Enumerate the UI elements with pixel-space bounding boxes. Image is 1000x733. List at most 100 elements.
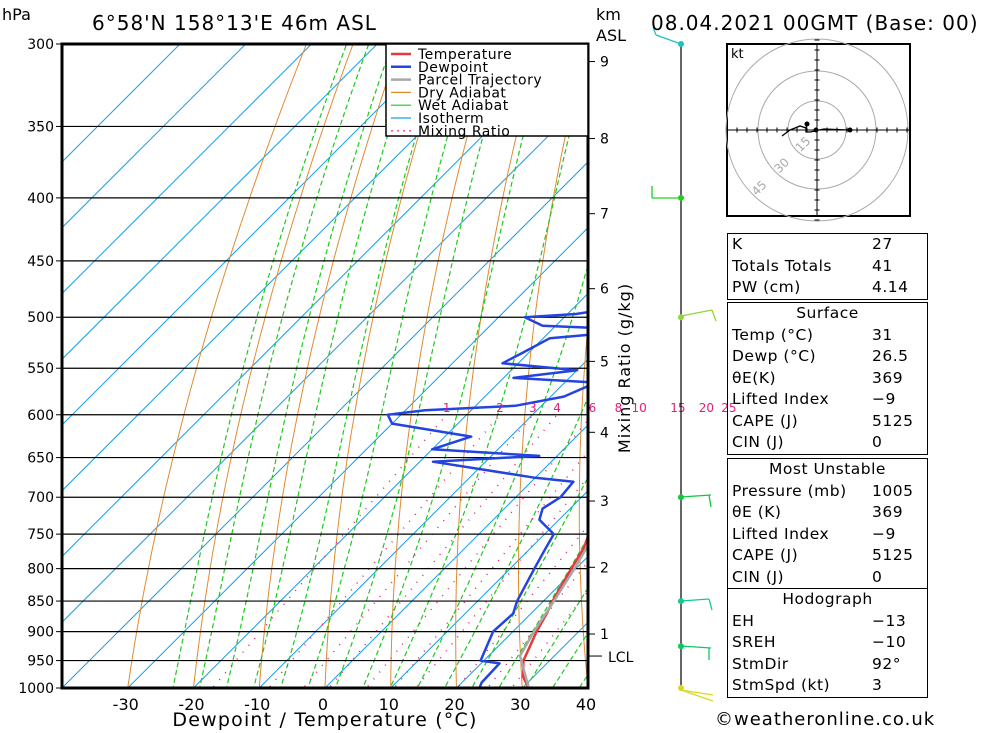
dry-adiabat-line: [695, 26, 729, 714]
dry-adiabat-line: [192, 44, 354, 688]
wind-barb-dot: [678, 598, 684, 605]
dry-adiabat-line: [578, 321, 588, 688]
height-axis: 1 2 3 4 5 6 7 8 9 LCL: [588, 55, 634, 666]
height-unit-label-asl: ASL: [596, 26, 626, 45]
series-parcel-trajectory-line: [518, 542, 588, 688]
height-unit-label: km: [596, 5, 621, 24]
mixing-ratio-axis-title: Mixing Ratio (g/kg): [615, 283, 634, 453]
y-tick-label: 400: [27, 191, 54, 207]
wet-adiabat-line: [362, 44, 548, 688]
isotherm-line: [62, 161, 588, 688]
km-tick-label: 6: [600, 282, 609, 298]
most-unstable-row: CAPE (J) 5125: [732, 546, 914, 564]
profiles: [386, 310, 588, 688]
x-axis-title: Dewpoint / Temperature (°C): [172, 709, 477, 731]
wind-barb: [680, 689, 714, 702]
wet-adiabat-line: [252, 44, 418, 688]
y-tick-label: 550: [27, 361, 54, 377]
mixing-ratio-label: 3: [529, 401, 537, 415]
hodograph-row: SREH −10: [732, 633, 907, 651]
hodograph-row: EH −13: [732, 611, 907, 630]
x-tick-label: 30: [510, 695, 530, 714]
wet-adiabat-line: [334, 44, 510, 688]
hodograph-row: StmSpd (kt) 3: [732, 676, 883, 694]
isotherm-line: [127, 227, 588, 688]
km-tick-label: 5: [600, 354, 609, 370]
dry-adiabat-line: [455, 44, 541, 688]
wet-adiabat-line: [524, 586, 588, 688]
location-title: 6°58'N 158°13'E 46m ASL: [92, 11, 377, 35]
isotherm-line: [62, 44, 576, 558]
wind-barb: [711, 309, 717, 322]
dry-adiabat-line: [638, 26, 683, 714]
y-tick-label: 950: [27, 654, 54, 670]
x-tick-label: -10: [244, 695, 270, 714]
copyright-footer[interactable]: ©weatheronline.co.uk: [715, 709, 936, 730]
wind-barb: [680, 645, 712, 649]
isotherm-line: [62, 44, 313, 295]
lcl-label: LCL: [608, 650, 634, 666]
km-tick-label: 7: [600, 207, 609, 223]
isotherm-line: [62, 44, 444, 426]
series-dewpoint-line: [386, 310, 588, 688]
y-tick-label: 300: [27, 37, 54, 53]
datetime-title: 08.04.2021 00GMT (Base: 00): [651, 11, 979, 35]
index-row-totals: Totals Totals 41: [732, 256, 893, 275]
x-tick-label: -30: [113, 695, 139, 714]
y-tick-label: 900: [27, 625, 54, 641]
wind-barb: [708, 598, 713, 611]
wind-barb: [680, 494, 712, 498]
wet-adiabat-line: [225, 44, 393, 688]
most-unstable-row: Pressure (mb) 1005: [732, 481, 914, 500]
surface-panel: Surface Temp (°C) 31 Dewp (°C) 26.5 θE(K) 3…: [727, 302, 928, 455]
hodograph-storm-motion-point: [847, 127, 853, 133]
wet-adiabat-line: [551, 631, 588, 688]
y-tick-label: 450: [27, 254, 54, 270]
wind-barbs: [651, 26, 717, 702]
mixing-ratio-line: [510, 590, 588, 688]
isotherm-line: [62, 95, 588, 623]
surface-row: Lifted Index −9: [732, 390, 896, 408]
y-tick-label: 1000: [18, 681, 54, 697]
legend-box: [385, 43, 589, 137]
isotherm-line: [62, 44, 181, 163]
series-temperature-line: [521, 533, 588, 688]
isotherm-line: [455, 555, 588, 688]
isotherm-line: [324, 424, 588, 688]
dry-adiabat-line: [324, 44, 447, 688]
dry-adiabat-line: [258, 44, 401, 688]
wind-barb: [680, 309, 713, 317]
hodograph-unit-label: kt: [731, 47, 744, 62]
wind-barb: [708, 494, 712, 508]
mixing-ratio-label: 20: [699, 401, 714, 415]
mixing-ratio-label: 4: [553, 401, 561, 415]
y-tick-label: 700: [27, 490, 54, 506]
most-unstable-panel: Most Unstable Pressure (mb) 1005 θE (K) 36…: [727, 458, 928, 698]
y-tick-label: 350: [27, 119, 54, 135]
wet-adiabat-line: [307, 44, 476, 688]
km-tick-label: 2: [600, 560, 609, 576]
hodograph-trace: [781, 125, 850, 137]
wind-barb-dot: [678, 685, 684, 691]
legend-label: Dewpoint: [418, 60, 489, 76]
mixing-ratio-label: 6: [589, 401, 597, 415]
wet-adiabat-line: [280, 44, 446, 688]
y-tick-label: 800: [27, 562, 54, 578]
surface-row: Dewp (°C) 26.5: [732, 347, 909, 365]
x-tick-label: -20: [178, 695, 204, 714]
legend-label: Dry Adiabat: [418, 85, 506, 101]
mixing-ratio-label: 10: [632, 401, 647, 415]
legend-label: Mixing Ratio: [418, 124, 510, 140]
surface-title: Surface: [796, 304, 859, 322]
mixing-ratio-line: [211, 414, 448, 688]
wind-barb: [655, 34, 682, 45]
most-unstable-row: Lifted Index −9: [732, 524, 896, 543]
pressure-axis: 300 350 400 450 500 550 600 650 700 750 800 850 900 9…: [18, 37, 62, 697]
isotherm-line: [62, 44, 247, 229]
isotherm-line: [62, 44, 510, 492]
y-tick-label: 600: [27, 408, 54, 424]
wind-barb-dot: [678, 494, 684, 501]
km-tick-label: 8: [600, 132, 609, 148]
mixing-ratio-label: 8: [615, 401, 623, 415]
